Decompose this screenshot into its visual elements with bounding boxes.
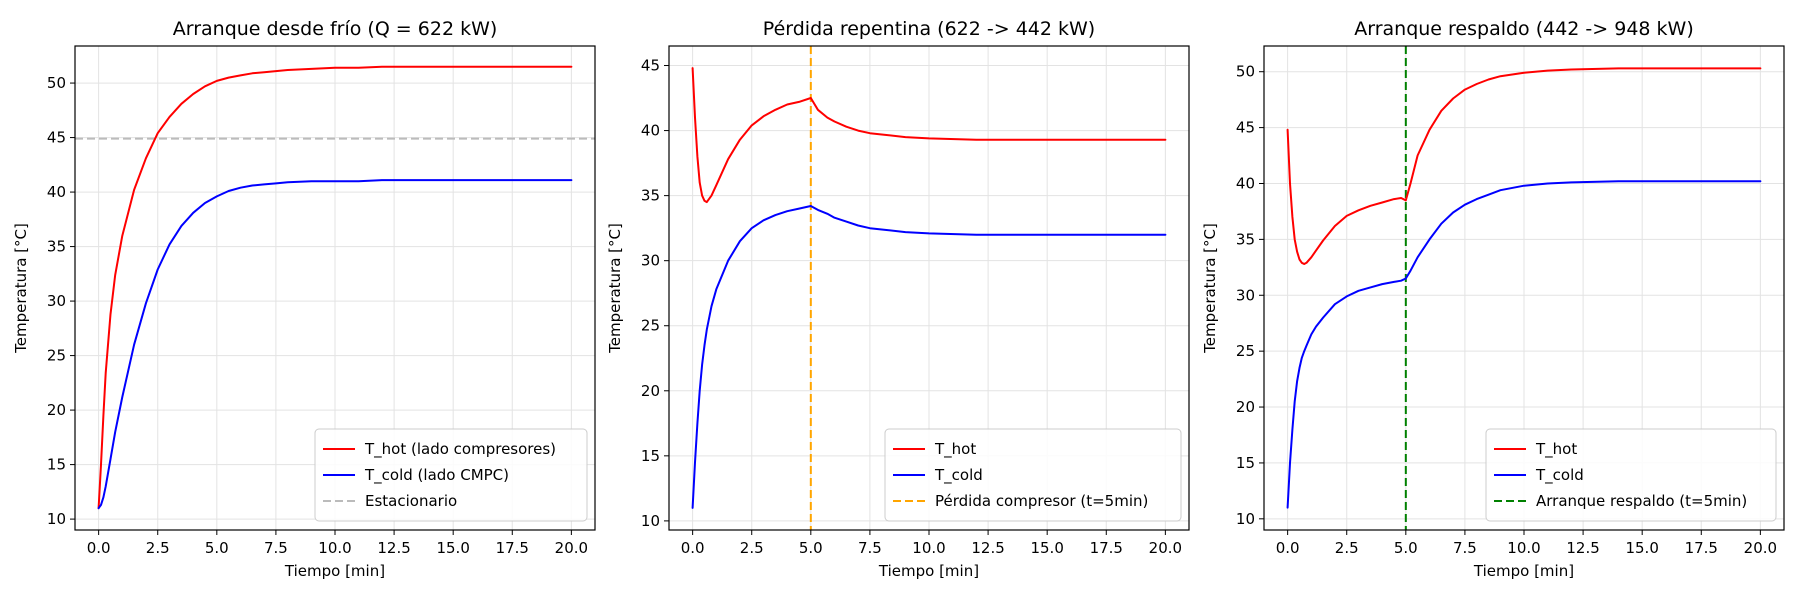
x-tick-label: 0.0 xyxy=(1276,539,1300,557)
y-tick-label: 50 xyxy=(47,74,66,92)
chart-panel-1: 0.0 2.5 5.0 7.5 10.0 12.5 15.0 17.5 20.0 10 15 20 25… xyxy=(12,18,596,580)
y-tick-label: 40 xyxy=(641,122,660,140)
x-axis-label: Tiempo [min] xyxy=(284,562,385,580)
y-tick-label: 25 xyxy=(641,317,660,335)
x-tick-label: 0.0 xyxy=(681,539,705,557)
x-tick-label: 5.0 xyxy=(1394,539,1418,557)
y-tick-label: 15 xyxy=(641,447,660,465)
chart-title: Arranque respaldo (442 -> 948 kW) xyxy=(1354,18,1694,40)
y-axis-label: Temperatura [°C] xyxy=(1201,223,1219,354)
y-tick-label: 40 xyxy=(1236,174,1255,192)
legend-label: T_cold (lado CMPC) xyxy=(364,466,509,485)
y-tick-label: 30 xyxy=(1236,286,1255,304)
x-tick-label: 5.0 xyxy=(205,539,229,557)
series-line-t-hot xyxy=(97,65,573,510)
legend-label: Pérdida compresor (t=5min) xyxy=(935,492,1148,510)
y-tick-label: 20 xyxy=(1236,398,1255,416)
legend-box xyxy=(1485,428,1777,522)
legend: T_hot (lado compresores) T_cold (lado CMP… xyxy=(314,428,588,522)
y-tick-label: 10 xyxy=(1236,510,1255,528)
series-line-t-cold xyxy=(691,205,1167,509)
x-tick-label: 5.0 xyxy=(799,539,823,557)
x-axis-label: Tiempo [min] xyxy=(1473,562,1574,580)
y-tick-label: 20 xyxy=(47,401,66,419)
x-tick-label: 17.5 xyxy=(1685,539,1718,557)
legend: T_hot T_cold Arranque respaldo (t=5min) xyxy=(1485,428,1777,522)
legend-label: T_hot xyxy=(934,440,976,459)
legend-box xyxy=(314,428,588,522)
y-tick-label: 25 xyxy=(1236,342,1255,360)
x-tick-label: 0.0 xyxy=(87,539,111,557)
y-tick-label: 35 xyxy=(641,187,660,205)
x-tick-label: 20.0 xyxy=(555,539,588,557)
chart-title: Arranque desde frío (Q = 622 kW) xyxy=(173,18,498,40)
y-tick-label: 15 xyxy=(1236,454,1255,472)
x-tick-label: 2.5 xyxy=(146,539,170,557)
x-tick-label: 10.0 xyxy=(1507,539,1540,557)
y-tick-label: 20 xyxy=(641,382,660,400)
y-tick-label: 10 xyxy=(641,512,660,530)
y-axis-label: Temperatura [°C] xyxy=(606,223,624,354)
y-tick-label: 45 xyxy=(47,129,66,147)
legend-label: T_hot (lado compresores) xyxy=(364,440,556,459)
y-tick-label: 35 xyxy=(47,238,66,256)
x-tick-label: 7.5 xyxy=(264,539,288,557)
series-line-t-cold xyxy=(97,179,573,510)
x-tick-label: 2.5 xyxy=(740,539,764,557)
y-tick-label: 10 xyxy=(47,510,66,528)
legend-box xyxy=(884,428,1182,522)
series-line-t-cold xyxy=(1286,180,1762,509)
x-tick-label: 12.5 xyxy=(971,539,1004,557)
y-tick-label: 30 xyxy=(47,292,66,310)
series-line-t-hot xyxy=(1286,67,1762,265)
x-tick-label: 7.5 xyxy=(858,539,882,557)
x-tick-label: 20.0 xyxy=(1149,539,1182,557)
y-tick-label: 15 xyxy=(47,456,66,474)
x-tick-label: 17.5 xyxy=(1090,539,1123,557)
y-axis-label: Temperatura [°C] xyxy=(12,223,30,354)
legend-label: T_cold xyxy=(934,466,983,485)
y-tick-label: 40 xyxy=(47,183,66,201)
y-tick-label: 45 xyxy=(641,57,660,75)
legend-label: Estacionario xyxy=(365,492,457,510)
legend-label: T_hot xyxy=(1535,440,1577,459)
y-tick-label: 50 xyxy=(1236,63,1255,81)
y-tick-label: 25 xyxy=(47,347,66,365)
x-tick-label: 7.5 xyxy=(1453,539,1477,557)
x-tick-label: 12.5 xyxy=(1566,539,1599,557)
legend-label: T_cold xyxy=(1535,466,1584,485)
x-tick-label: 15.0 xyxy=(436,539,469,557)
series-line-t-hot xyxy=(691,67,1167,204)
x-tick-label: 10.0 xyxy=(318,539,351,557)
x-axis-label: Tiempo [min] xyxy=(878,562,979,580)
chart-panel-3: 0.0 2.5 5.0 7.5 10.0 12.5 15.0 17.5 20.0 10 15 20 25… xyxy=(1201,18,1785,580)
x-tick-label: 20.0 xyxy=(1744,539,1777,557)
y-tick-label: 30 xyxy=(641,252,660,270)
x-tick-label: 2.5 xyxy=(1335,539,1359,557)
legend-label: Arranque respaldo (t=5min) xyxy=(1536,492,1747,510)
chart-panel-2: 0.0 2.5 5.0 7.5 10.0 12.5 15.0 17.5 20.0 10 15 20 25… xyxy=(606,18,1190,580)
y-tick-label: 35 xyxy=(1236,230,1255,248)
chart-title: Pérdida repentina (622 -> 442 kW) xyxy=(763,18,1095,40)
x-tick-label: 15.0 xyxy=(1030,539,1063,557)
legend: T_hot T_cold Pérdida compresor (t=5min) xyxy=(884,428,1182,522)
x-tick-label: 15.0 xyxy=(1625,539,1658,557)
x-tick-label: 12.5 xyxy=(377,539,410,557)
x-tick-label: 17.5 xyxy=(496,539,529,557)
x-tick-label: 10.0 xyxy=(912,539,945,557)
y-tick-label: 45 xyxy=(1236,119,1255,137)
